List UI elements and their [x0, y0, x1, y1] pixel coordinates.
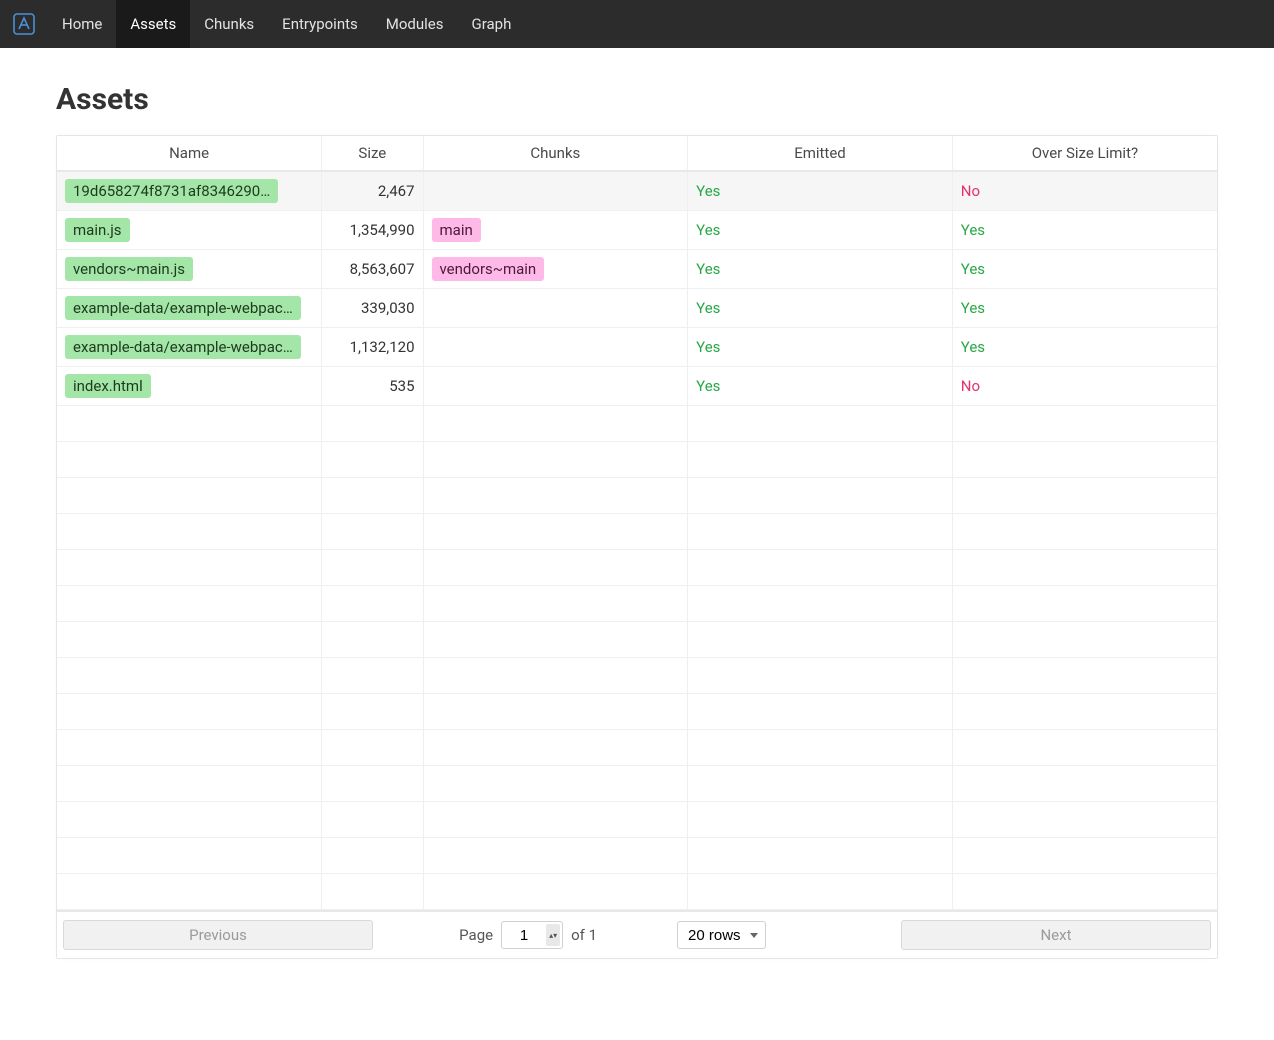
emitted-value: Yes: [696, 338, 720, 356]
nav-item-entrypoints[interactable]: Entrypoints: [268, 0, 372, 48]
nav-item-chunks[interactable]: Chunks: [190, 0, 268, 48]
emitted-value: Yes: [696, 221, 720, 239]
pagination-bar: Previous Page ▴▾ of 1 20 rows: [57, 910, 1217, 958]
table-row: [57, 586, 1217, 622]
over-size-value: Yes: [961, 221, 985, 239]
asset-size: 8,563,607: [322, 250, 423, 289]
next-button[interactable]: Next: [901, 920, 1211, 950]
over-size-value: No: [961, 182, 980, 200]
asset-name-pill[interactable]: index.html: [65, 374, 151, 398]
rows-per-page-select[interactable]: 20 rows: [677, 921, 766, 949]
top-nav: HomeAssetsChunksEntrypointsModulesGraph: [0, 0, 1274, 48]
over-size-value: Yes: [961, 338, 985, 356]
nav-item-assets[interactable]: Assets: [116, 0, 190, 48]
nav-item-graph[interactable]: Graph: [458, 0, 526, 48]
table-row: [57, 766, 1217, 802]
table-row: [57, 874, 1217, 910]
column-header-emitted[interactable]: Emitted: [688, 136, 953, 171]
page-title: Assets: [56, 82, 1218, 117]
emitted-value: Yes: [696, 377, 720, 395]
table-row: [57, 442, 1217, 478]
over-size-value: No: [961, 377, 980, 395]
table-row: [57, 550, 1217, 586]
table-row[interactable]: example-data/example-webpac… 339,030 Yes Ye…: [57, 289, 1217, 328]
assets-table: NameSizeChunksEmittedOver Size Limit? 19…: [56, 135, 1218, 959]
table-row: [57, 658, 1217, 694]
asset-name-pill[interactable]: 19d658274f8731af8346290…: [65, 179, 278, 203]
asset-name-pill[interactable]: example-data/example-webpac…: [65, 335, 301, 359]
emitted-value: Yes: [696, 182, 720, 200]
nav-item-home[interactable]: Home: [48, 0, 116, 48]
emitted-value: Yes: [696, 260, 720, 278]
table-row: [57, 478, 1217, 514]
previous-button[interactable]: Previous: [63, 920, 373, 950]
table-row[interactable]: index.html 535 Yes No: [57, 367, 1217, 406]
over-size-value: Yes: [961, 260, 985, 278]
table-row: [57, 730, 1217, 766]
table-row: [57, 406, 1217, 442]
asset-name-pill[interactable]: example-data/example-webpac…: [65, 296, 301, 320]
page-label: Page: [459, 926, 493, 944]
table-row[interactable]: main.js 1,354,990 main Yes Yes: [57, 211, 1217, 250]
asset-size: 1,132,120: [322, 328, 423, 367]
page-stepper-icon[interactable]: ▴▾: [546, 924, 560, 946]
chunk-pill[interactable]: main: [432, 218, 481, 242]
over-size-value: Yes: [961, 299, 985, 317]
asset-name-pill[interactable]: vendors~main.js: [65, 257, 193, 281]
nav-item-modules[interactable]: Modules: [372, 0, 458, 48]
chunk-pill[interactable]: vendors~main: [432, 257, 545, 281]
asset-name-pill[interactable]: main.js: [65, 218, 130, 242]
asset-size: 1,354,990: [322, 211, 423, 250]
table-row: [57, 838, 1217, 874]
page-of-label: of 1: [571, 926, 597, 944]
table-row: [57, 514, 1217, 550]
table-row[interactable]: example-data/example-webpac… 1,132,120 Yes…: [57, 328, 1217, 367]
logo-icon[interactable]: [0, 0, 48, 48]
column-header-size[interactable]: Size: [322, 136, 423, 171]
column-header-name[interactable]: Name: [57, 136, 322, 171]
table-row: [57, 802, 1217, 838]
column-header-chunks[interactable]: Chunks: [423, 136, 688, 171]
table-row[interactable]: vendors~main.js 8,563,607 vendors~main Yes Y…: [57, 250, 1217, 289]
asset-size: 535: [322, 367, 423, 406]
asset-size: 339,030: [322, 289, 423, 328]
table-row[interactable]: 19d658274f8731af8346290… 2,467 Yes No: [57, 171, 1217, 211]
asset-size: 2,467: [322, 171, 423, 211]
table-row: [57, 622, 1217, 658]
table-row: [57, 694, 1217, 730]
column-header-over[interactable]: Over Size Limit?: [952, 136, 1217, 171]
emitted-value: Yes: [696, 299, 720, 317]
